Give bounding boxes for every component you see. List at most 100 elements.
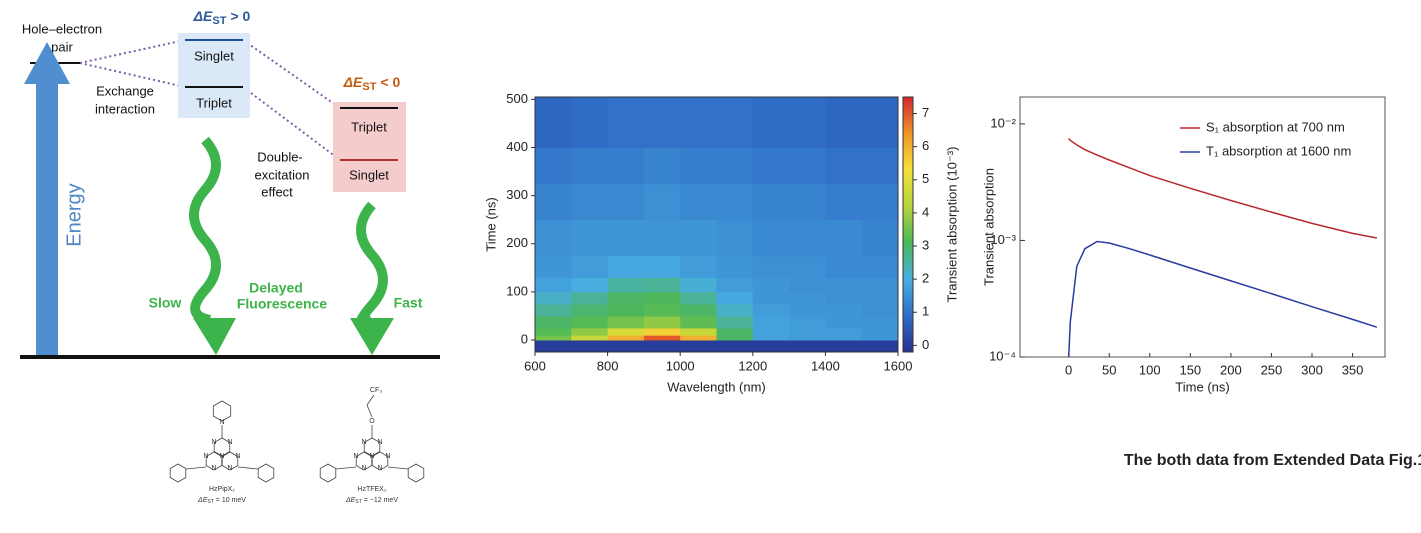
heat-cell xyxy=(535,147,572,185)
y-tick-label: 200 xyxy=(506,235,528,250)
pair-label: Hole–electron xyxy=(22,21,102,36)
heat-cell xyxy=(535,335,572,341)
heat-cell xyxy=(680,339,717,353)
atom-label: N xyxy=(361,439,366,446)
ring xyxy=(363,437,381,457)
heat-cell xyxy=(643,183,681,221)
gap-relation: < 0 xyxy=(380,74,400,90)
heat-cell xyxy=(571,219,609,257)
colorbar-tick-label: 4 xyxy=(922,204,929,219)
ring xyxy=(257,463,275,483)
ring xyxy=(355,451,373,471)
heat-cell xyxy=(607,255,645,278)
heat-cell xyxy=(752,277,790,293)
heat-cell xyxy=(752,335,790,341)
heat-cell xyxy=(825,335,863,341)
gap-subscript: ST xyxy=(212,15,226,27)
double-excitation-label: Double- xyxy=(257,149,303,164)
dotted-connectors xyxy=(79,39,341,161)
heat-cell xyxy=(571,327,609,336)
ring xyxy=(212,400,232,422)
heat-cell xyxy=(535,255,572,278)
heat-cell xyxy=(643,339,681,353)
heat-cell xyxy=(607,277,645,293)
plot-frame xyxy=(534,96,899,353)
heat-cell xyxy=(571,147,609,185)
heat-cell xyxy=(680,147,717,185)
atom-label: N xyxy=(377,439,382,446)
heat-cell xyxy=(825,219,863,257)
y-axis-label: Transient absorption xyxy=(981,168,996,286)
heat-cell xyxy=(861,183,899,221)
heat-cell xyxy=(752,327,790,336)
heat-cell xyxy=(752,303,790,317)
delayed-label: Fluorescence xyxy=(237,296,327,312)
caption: The both data from Extended Data Fig.1 xyxy=(1124,452,1421,469)
atom-label: N xyxy=(211,439,216,446)
state-label: Singlet xyxy=(349,167,389,182)
heat-cell xyxy=(789,255,826,278)
gap-relation: = −12 meV xyxy=(364,497,399,504)
x-tick-label: 1000 xyxy=(666,358,695,373)
slow-label: Slow xyxy=(149,295,182,311)
heat-cell xyxy=(607,183,645,221)
double-excitation-label: excitation xyxy=(255,167,310,182)
heat-cell xyxy=(752,97,790,149)
heat-cell xyxy=(607,327,645,336)
positive-box xyxy=(178,33,250,118)
x-tick-label: 200 xyxy=(1220,362,1242,377)
y-tick-label: 100 xyxy=(506,283,528,298)
bond xyxy=(387,466,409,470)
molecule-name: HzPipX₂ xyxy=(209,486,235,493)
x-tick-label: 800 xyxy=(597,358,619,373)
ring xyxy=(221,451,239,471)
heat-cell xyxy=(789,147,826,185)
heat-cell xyxy=(571,303,609,317)
heat-cell xyxy=(752,291,790,305)
heat-cell xyxy=(716,219,754,257)
atom-label: N xyxy=(219,419,224,426)
heat-cell xyxy=(535,339,572,353)
heat-cell xyxy=(607,219,645,257)
pair-label: pair xyxy=(51,39,73,54)
x-tick-label: 1400 xyxy=(811,358,840,373)
heat-cell xyxy=(861,147,899,185)
heat-cell xyxy=(861,291,899,305)
legend-label: S₁ absorption at 700 nm xyxy=(1206,119,1345,134)
bond xyxy=(185,466,207,470)
state-label: Triplet xyxy=(196,95,232,110)
x-axis-label: Wavelength (nm) xyxy=(667,379,766,394)
colorbar-tick-label: 0 xyxy=(922,337,929,352)
heat-cell xyxy=(789,291,826,305)
heat-cell xyxy=(643,303,681,317)
colorbar-label: Transient absorption (10⁻³) xyxy=(944,147,959,303)
atom-label: N xyxy=(227,439,232,446)
heat-cell xyxy=(535,303,572,317)
heat-cell xyxy=(861,315,899,329)
delayed-label: Delayed xyxy=(249,280,303,296)
double-excitation-label: effect xyxy=(261,184,293,199)
heat-cell xyxy=(752,255,790,278)
arrow-head xyxy=(193,318,236,355)
ring xyxy=(407,463,425,483)
heat-cell xyxy=(535,315,572,329)
heat-cell xyxy=(643,335,681,341)
heat-cell xyxy=(535,327,572,336)
colorbar-tick-label: 6 xyxy=(922,138,929,153)
state-label: Singlet xyxy=(194,48,234,63)
heat-cell xyxy=(716,147,754,185)
heat-cell xyxy=(825,255,863,278)
x-tick-label: 150 xyxy=(1179,362,1201,377)
heat-cell xyxy=(607,335,645,341)
heat-cell xyxy=(535,183,572,221)
y-axis-label: Time (ns) xyxy=(483,197,498,251)
gap-subscript: ST xyxy=(362,81,376,93)
heat-cell xyxy=(607,315,645,329)
heat-cell xyxy=(825,303,863,317)
decay-chart: 0 50 100 150 200 250 300 350 10⁻⁴ 10⁻³ 10⁻² Time (n… xyxy=(981,96,1386,394)
heat-cell xyxy=(535,291,572,305)
heat-cell xyxy=(571,315,609,329)
heat-cell xyxy=(643,219,681,257)
